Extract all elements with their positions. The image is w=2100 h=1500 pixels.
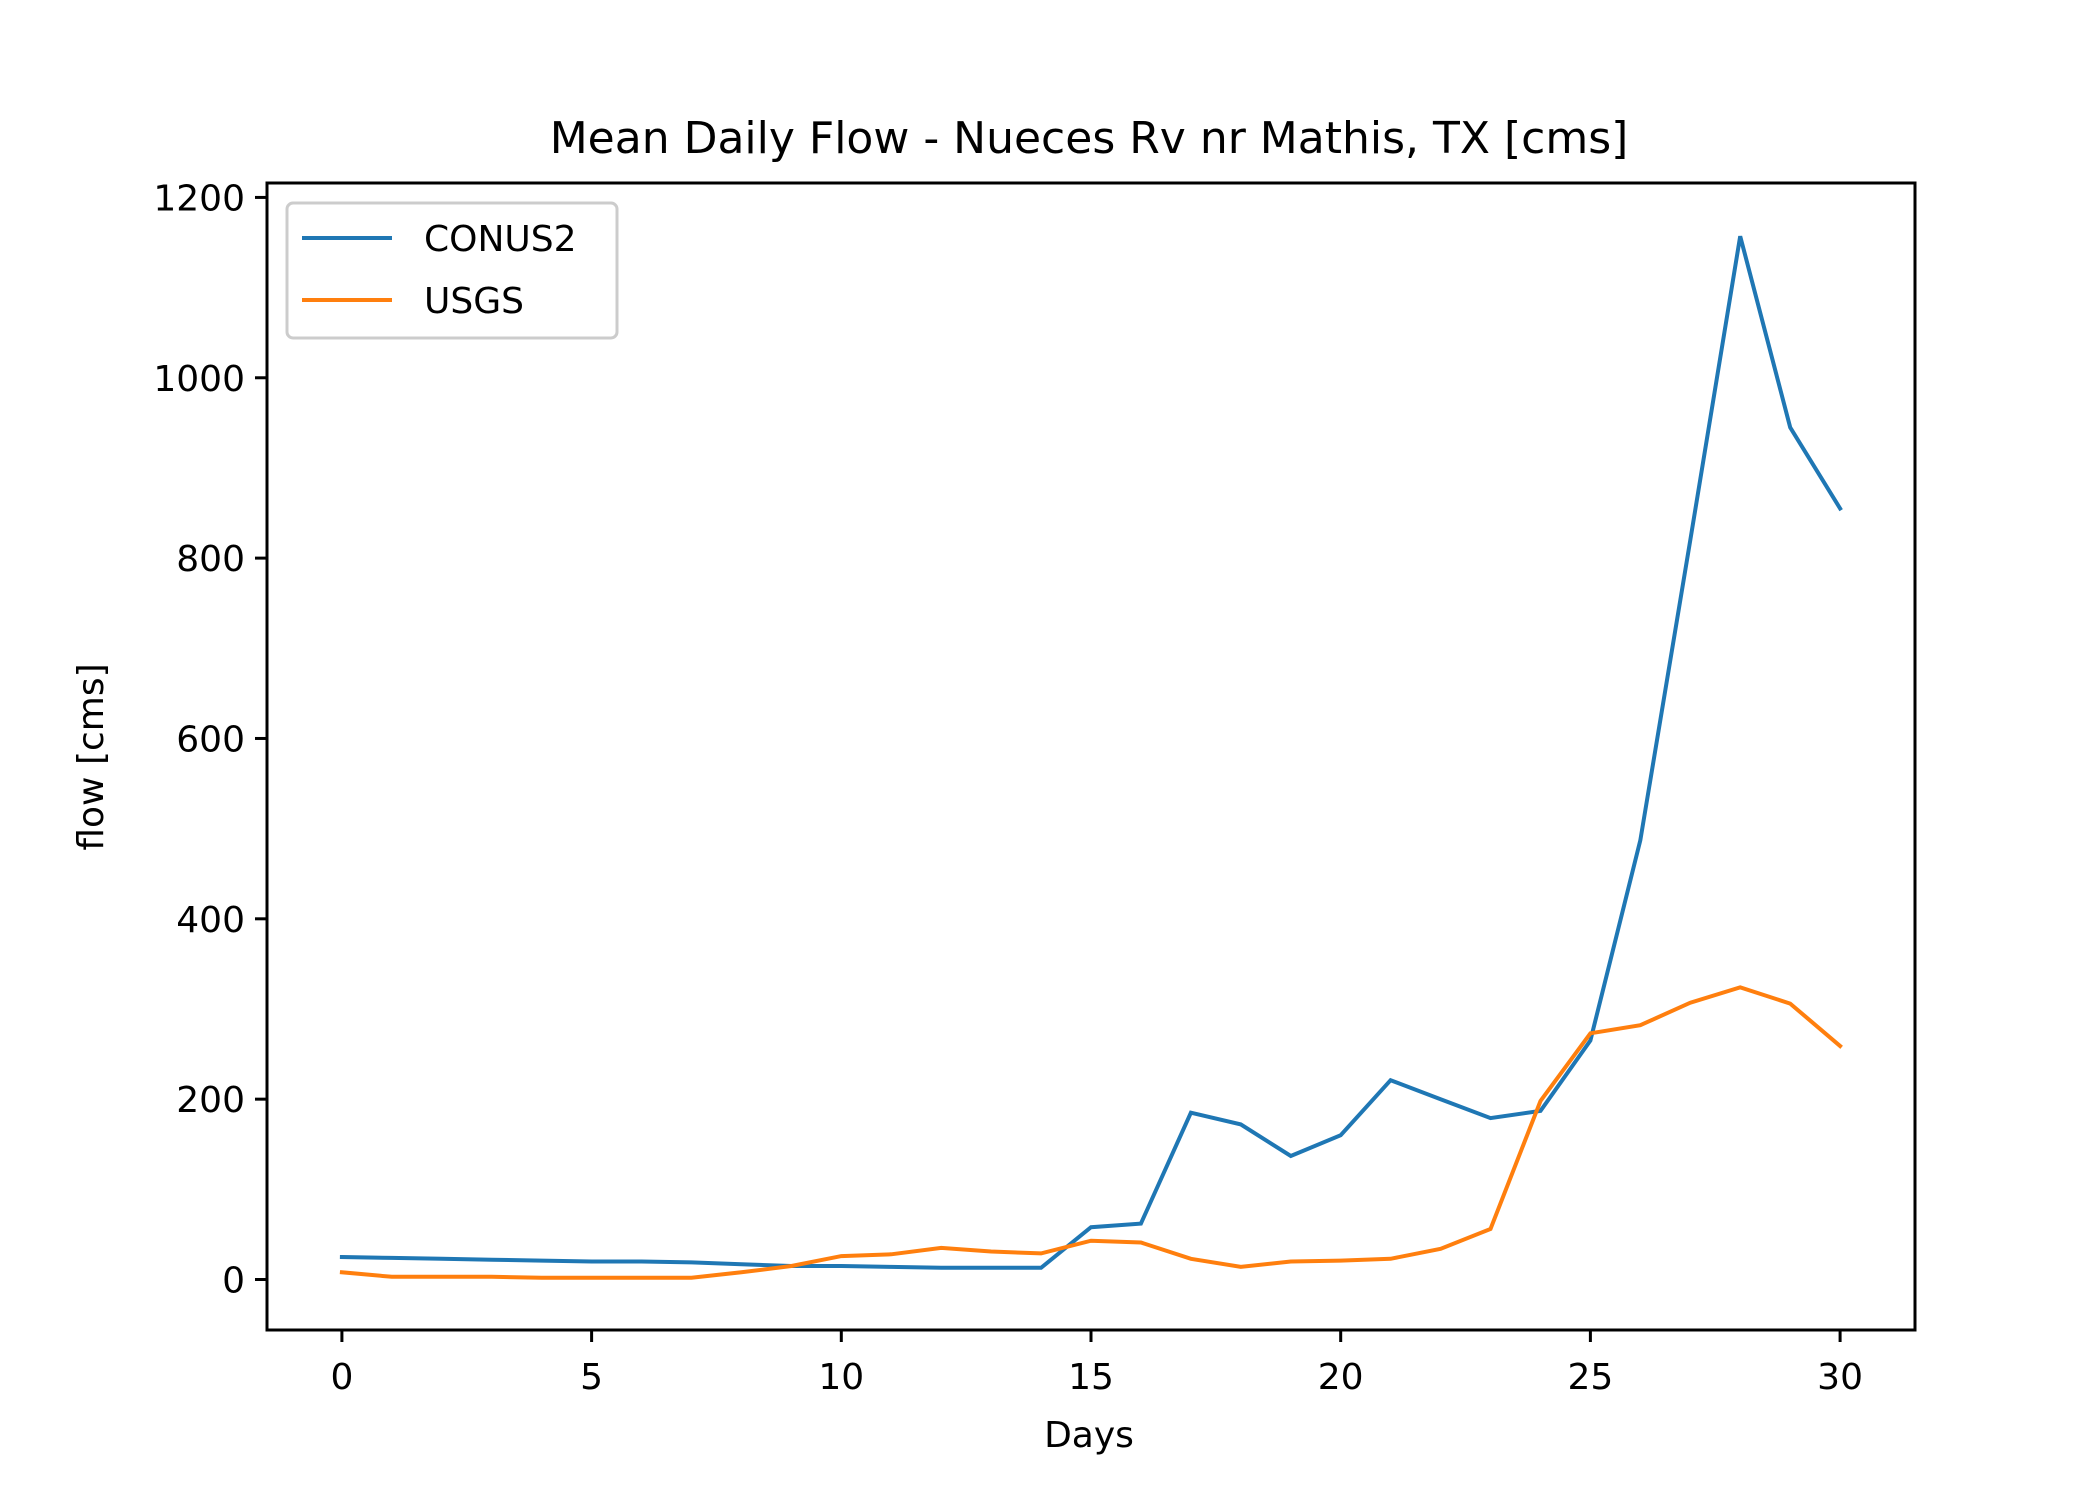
x-tick-label: 25	[1567, 1357, 1613, 1398]
y-tick-label: 400	[176, 900, 245, 941]
y-tick-label: 1000	[153, 359, 245, 400]
legend: CONUS2 USGS	[285, 201, 619, 340]
series-conus2	[339, 235, 1843, 1270]
y-axis-label: flow [cms]	[71, 663, 112, 850]
x-tick-label: 20	[1318, 1357, 1364, 1398]
x-tick-label: 5	[580, 1357, 603, 1398]
y-tick-label: 1200	[153, 178, 245, 219]
legend-label-conus2: CONUS2	[424, 219, 577, 260]
x-axis-label: Days	[1044, 1415, 1134, 1456]
x-axis: 0 5 10 15 20 25 30	[330, 1330, 1863, 1398]
x-tick-label: 15	[1068, 1357, 1114, 1398]
x-tick-label: 30	[1817, 1357, 1863, 1398]
chart-title: Mean Daily Flow - Nueces Rv nr Mathis, T…	[550, 113, 1629, 164]
legend-label-usgs: USGS	[424, 281, 524, 322]
series-layer	[339, 235, 1843, 1280]
series-usgs	[339, 985, 1843, 1280]
y-tick-label: 600	[176, 719, 245, 760]
y-tick-label: 0	[222, 1261, 245, 1302]
y-tick-label: 800	[176, 539, 245, 580]
y-axis: 0 200 400 600 800 1000 1200	[153, 178, 267, 1302]
y-tick-label: 200	[176, 1080, 245, 1121]
x-tick-label: 0	[330, 1357, 353, 1398]
x-tick-label: 10	[818, 1357, 864, 1398]
